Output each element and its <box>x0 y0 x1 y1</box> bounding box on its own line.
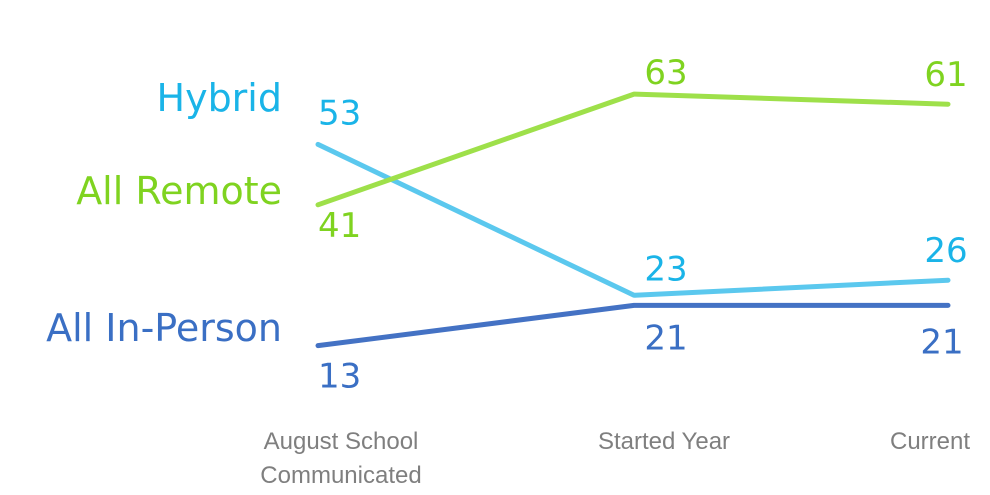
series-line-all-remote <box>315 91 951 208</box>
series-name-all-in-person: All In-Person <box>46 306 282 350</box>
data-label-hybrid-1: 23 <box>644 249 687 289</box>
x-tick-label-0-line-1: Communicated <box>260 462 421 489</box>
data-label-hybrid-0: 53 <box>318 93 361 133</box>
data-label-all-remote-0: 41 <box>318 206 361 246</box>
x-tick-label-1-line-0: Started Year <box>598 428 730 455</box>
series-line-hybrid <box>315 141 951 298</box>
data-label-all-in-person-1: 21 <box>644 318 687 358</box>
data-label-hybrid-2: 26 <box>924 231 967 271</box>
x-tick-label-0: August School Communicated <box>260 428 421 489</box>
data-label-all-remote-1: 63 <box>644 53 687 93</box>
data-label-all-remote-2: 61 <box>924 55 967 95</box>
series-name-all-remote: All Remote <box>76 169 282 213</box>
x-tick-label-2-line-0: Current <box>890 428 970 455</box>
x-tick-label-2: Current <box>890 428 970 455</box>
x-tick-label-0-line-0: August School <box>264 428 419 455</box>
series-name-hybrid: Hybrid <box>157 76 283 120</box>
x-tick-label-1: Started Year <box>598 428 730 455</box>
series-line-all-in-person <box>315 302 951 349</box>
data-label-all-in-person-2: 21 <box>920 322 963 362</box>
data-label-all-in-person-0: 13 <box>318 357 361 397</box>
